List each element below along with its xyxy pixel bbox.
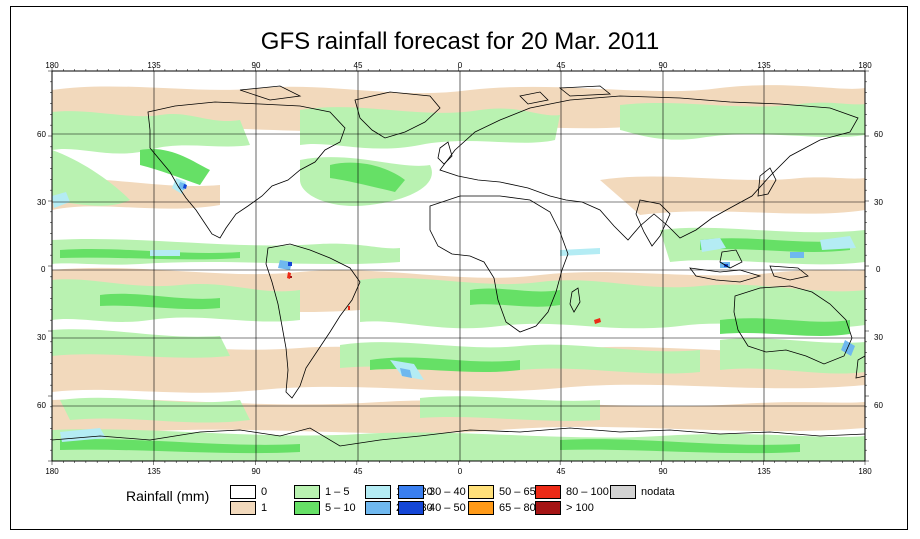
- legend-label: 80 – 100: [566, 486, 609, 498]
- rainfall-field: [52, 85, 865, 461]
- lat-label: 0: [41, 265, 46, 274]
- lon-label: 135: [757, 467, 771, 476]
- lat-label: 30: [37, 333, 46, 342]
- lat-label: 30: [874, 333, 883, 342]
- rain-20-30mm-areas: [178, 182, 855, 378]
- legend-swatch: [398, 485, 424, 499]
- legend-label: 1: [261, 502, 268, 514]
- lat-label: 60: [874, 401, 883, 410]
- legend-swatch: [294, 501, 320, 515]
- legend-label: 0: [261, 486, 268, 498]
- legend-label: > 100: [566, 502, 594, 514]
- indonesia-outline: [689, 267, 762, 283]
- eurasia-outline: [439, 95, 859, 241]
- lat-label: 60: [37, 130, 46, 139]
- lon-label: 0: [458, 467, 463, 476]
- new-zealand-outline: [855, 355, 865, 379]
- south-america-outline: [265, 243, 361, 399]
- africa-outline: [429, 195, 569, 333]
- lon-label: 90: [252, 467, 261, 476]
- legend-swatch: [398, 501, 424, 515]
- lat-label: 0: [876, 265, 881, 274]
- legend-label: 40 – 50: [429, 502, 466, 514]
- legend-swatch: [468, 501, 494, 515]
- longitude-labels-bottom: 180 135 90 45 0 45 90 135 180: [45, 467, 872, 476]
- graticule: [52, 71, 865, 461]
- legend-label: 30 – 40: [429, 486, 466, 498]
- antarctica-outline: [52, 427, 865, 447]
- rain-over-100mm-areas: [290, 276, 292, 278]
- legend-swatch: [230, 501, 256, 515]
- british-isles-outline: [437, 141, 453, 165]
- legend-label: nodata: [641, 486, 675, 498]
- lat-label: 30: [37, 198, 46, 207]
- figure-frame: [10, 6, 908, 530]
- lat-label: 60: [874, 130, 883, 139]
- legend-swatch: [294, 485, 320, 499]
- lon-label: 45: [354, 467, 363, 476]
- lon-label: 90: [252, 61, 261, 70]
- axis-ticks: [48, 67, 869, 465]
- lon-label: 45: [557, 61, 566, 70]
- lon-label: 135: [757, 61, 771, 70]
- greenland-outline: [354, 91, 441, 139]
- lon-label: 180: [45, 467, 59, 476]
- latitude-labels-left: 60 30 0 30 60: [37, 130, 46, 410]
- north-america-outline: [147, 101, 346, 239]
- lon-label: 180: [858, 467, 872, 476]
- madagascar-outline: [569, 287, 581, 313]
- legend-swatch: [230, 485, 256, 499]
- lon-label: 135: [147, 467, 161, 476]
- lon-label: 90: [659, 61, 668, 70]
- coastlines: [52, 85, 865, 447]
- latitude-labels-right: 60 30 0 30 60: [874, 130, 883, 410]
- lon-label: 180: [858, 61, 872, 70]
- lat-label: 30: [874, 198, 883, 207]
- new-guinea-outline: [769, 265, 809, 281]
- legend-title: Rainfall (mm): [126, 488, 210, 504]
- legend-label: 65 – 80: [499, 502, 536, 514]
- longitude-labels-top: 180 135 90 45 0 45 90 135 180: [45, 61, 872, 70]
- rain-80-100mm-areas: [287, 272, 601, 324]
- legend-swatch: [535, 485, 561, 499]
- lon-label: 90: [659, 467, 668, 476]
- legend-swatch: [365, 501, 391, 515]
- borneo-outline: [719, 249, 743, 269]
- legend-label: 50 – 65: [499, 486, 536, 498]
- legend-label: 1 – 5: [325, 486, 350, 498]
- lon-label: 135: [147, 61, 161, 70]
- lat-label: 60: [37, 401, 46, 410]
- india-outline: [635, 199, 671, 247]
- legend-label: 5 – 10: [325, 502, 356, 514]
- map-title: GFS rainfall forecast for 20 Mar. 2011: [260, 28, 660, 55]
- legend-swatch: [535, 501, 561, 515]
- lon-label: 45: [557, 467, 566, 476]
- legend-swatch: [610, 485, 636, 499]
- japan-outline: [757, 167, 777, 197]
- rain-5-10mm-areas: [60, 149, 850, 454]
- arctic-islands-outline: [239, 85, 612, 105]
- lon-label: 0: [458, 61, 463, 70]
- lon-label: 45: [354, 61, 363, 70]
- legend-swatch: [365, 485, 391, 499]
- lon-label: 180: [45, 61, 59, 70]
- legend-swatch: [468, 485, 494, 499]
